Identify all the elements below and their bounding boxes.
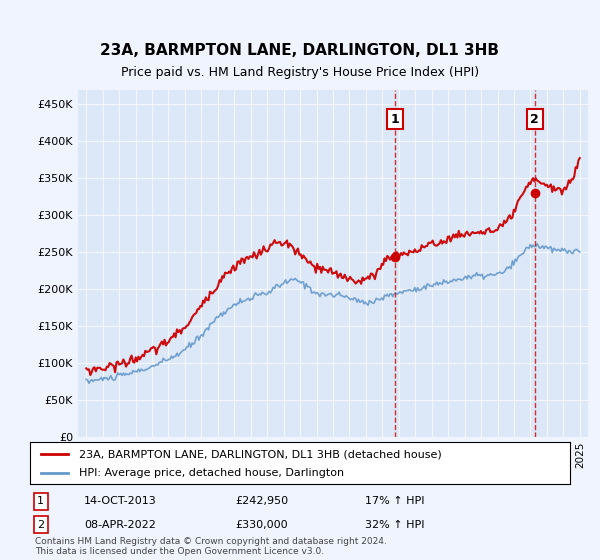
Text: 17% ↑ HPI: 17% ↑ HPI [365,496,424,506]
Text: 32% ↑ HPI: 32% ↑ HPI [365,520,424,530]
Text: 1: 1 [37,496,44,506]
Text: Contains HM Land Registry data © Crown copyright and database right 2024.
This d: Contains HM Land Registry data © Crown c… [35,536,387,556]
Text: 23A, BARMPTON LANE, DARLINGTON, DL1 3HB: 23A, BARMPTON LANE, DARLINGTON, DL1 3HB [101,43,499,58]
Text: £242,950: £242,950 [235,496,289,506]
Text: 14-OCT-2013: 14-OCT-2013 [84,496,157,506]
Text: 23A, BARMPTON LANE, DARLINGTON, DL1 3HB (detached house): 23A, BARMPTON LANE, DARLINGTON, DL1 3HB … [79,449,442,459]
Text: 1: 1 [391,113,400,125]
Text: HPI: Average price, detached house, Darlington: HPI: Average price, detached house, Darl… [79,468,344,478]
Text: 2: 2 [37,520,44,530]
Text: Price paid vs. HM Land Registry's House Price Index (HPI): Price paid vs. HM Land Registry's House … [121,66,479,80]
Text: £330,000: £330,000 [235,520,288,530]
Text: 08-APR-2022: 08-APR-2022 [84,520,156,530]
Text: 2: 2 [530,113,539,125]
